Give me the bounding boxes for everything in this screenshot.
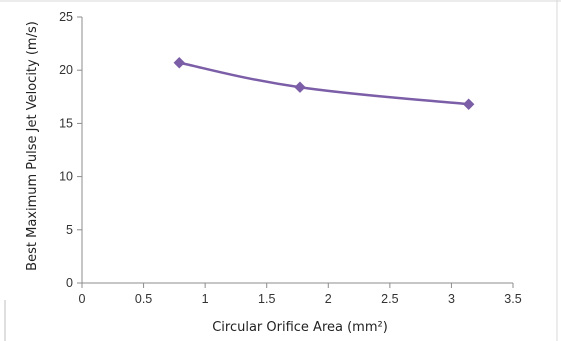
x-tick-label: 0.5 [135, 292, 152, 306]
y-tick-label: 0 [66, 276, 73, 290]
series-line [179, 61, 469, 106]
data-point-marker [294, 81, 306, 93]
ticks-group: 0 5 10 15 20 25 0 0.5 1 1.5 2 2.5 3 3.5 [59, 10, 522, 306]
axes-group [81, 17, 513, 284]
y-tick-label: 5 [66, 223, 73, 237]
y-tick-label: 25 [59, 10, 73, 24]
x-tick-label: 1 [202, 292, 209, 306]
x-tick-label: 3 [448, 292, 455, 306]
series-group [173, 57, 475, 110]
x-tick-label: 3.5 [504, 292, 521, 306]
y-tick-label: 20 [59, 63, 73, 77]
y-tick-label: 15 [59, 116, 73, 130]
x-tick-label: 2.5 [381, 292, 398, 306]
x-tick-label: 0 [79, 292, 86, 306]
x-axis-title: Circular Orifice Area (mm²) [212, 320, 388, 335]
y-tick-label: 10 [59, 170, 73, 184]
data-point-marker [173, 57, 185, 69]
data-point-marker [462, 98, 475, 110]
y-axis-title: Best Maximum Pulse Jet Velocity (m/s) [25, 21, 40, 271]
x-tick-label: 1.5 [258, 292, 275, 306]
x-tick-label: 2 [325, 292, 332, 306]
